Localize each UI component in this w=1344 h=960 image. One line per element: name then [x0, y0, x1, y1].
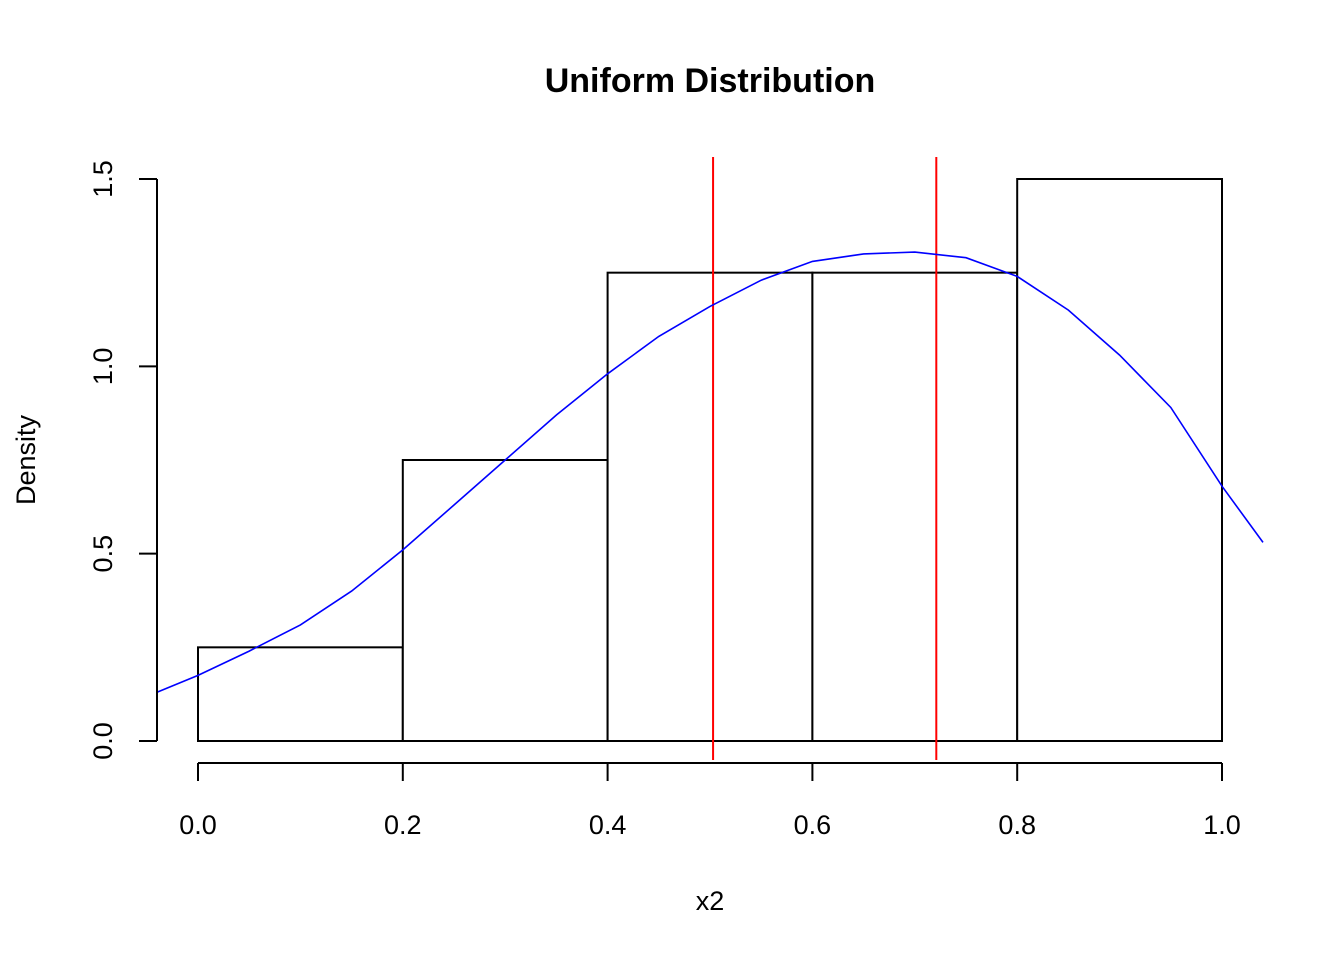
histogram-bar-3	[606, 271, 814, 742]
y-axis: 0.0 0.5 1.0 1.5	[88, 160, 158, 760]
y-tick-label-0.0: 0.0	[88, 722, 118, 760]
histogram-bar-1	[197, 646, 404, 742]
histogram-bar-2	[401, 459, 609, 742]
x-tick-label-0.2: 0.2	[384, 810, 422, 840]
y-tick-label-1.5: 1.5	[88, 160, 118, 198]
x-tick-label-1.0: 1.0	[1203, 810, 1241, 840]
x-tick-label-0.0: 0.0	[179, 810, 217, 840]
y-tick-label-0.5: 0.5	[88, 535, 118, 573]
chart-title: Uniform Distribution	[545, 62, 876, 100]
x-tick-label-0.8: 0.8	[998, 810, 1036, 840]
x-tick-label-0.4: 0.4	[589, 810, 627, 840]
histogram-bar-5	[1016, 178, 1224, 742]
y-axis-label: Density	[11, 414, 41, 505]
histogram-bar-4	[811, 271, 1019, 742]
histogram-bars	[197, 178, 1224, 742]
density-curve-group	[157, 251, 1264, 694]
reference-lines	[712, 157, 938, 760]
x-tick-label-0.6: 0.6	[794, 810, 832, 840]
y-tick-label-1.0: 1.0	[88, 348, 118, 386]
density-curve	[157, 251, 1264, 694]
x-axis: 0.0 0.2 0.4 0.6 0.8 1.0	[179, 762, 1241, 840]
x-axis-label: x2	[696, 886, 725, 916]
